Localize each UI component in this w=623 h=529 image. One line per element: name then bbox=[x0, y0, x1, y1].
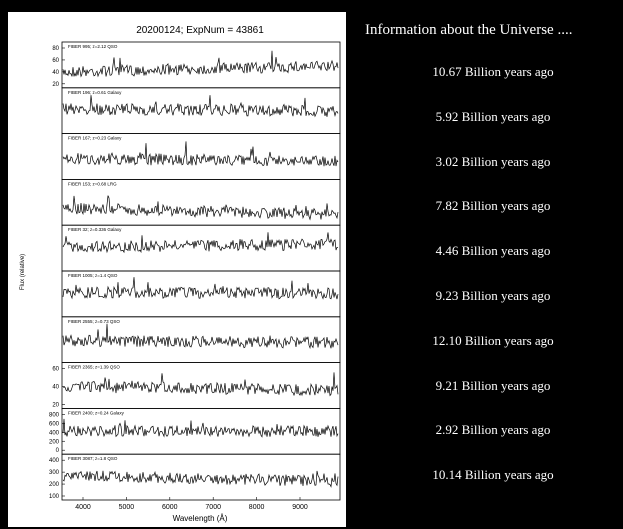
spectrum-trace bbox=[62, 418, 339, 438]
x-axis-label: Wavelength (Å) bbox=[173, 514, 228, 523]
y-tick-label: 200 bbox=[49, 482, 60, 488]
y-axis-label: Flux (relative) bbox=[20, 254, 26, 290]
spectrum-trace bbox=[62, 50, 339, 78]
info-panel: Information about the Universe .... 10.6… bbox=[350, 0, 623, 529]
spectrum-trace bbox=[62, 195, 339, 221]
info-item: 12.10 Billion years ago bbox=[432, 332, 554, 348]
info-item: 2.92 Billion years ago bbox=[435, 422, 551, 438]
y-tick-label: 800 bbox=[49, 412, 60, 418]
info-item: 10.14 Billion years ago bbox=[432, 467, 554, 483]
x-tick-label: 8000 bbox=[249, 504, 265, 511]
y-tick-label: 80 bbox=[52, 46, 59, 52]
panel-label: FIBER 32; z=0.336 Galaxy bbox=[68, 227, 122, 232]
info-item: 9.21 Billion years ago bbox=[435, 377, 551, 393]
spectrum-trace bbox=[62, 470, 339, 488]
panel-label: FIBER 167; z=0.23 Galaxy bbox=[68, 136, 122, 141]
y-tick-label: 20 bbox=[52, 82, 59, 88]
spectrum-trace bbox=[62, 232, 339, 254]
spectrum-trace bbox=[62, 95, 339, 118]
panel-label: FIBER 2555; z=0.73 QSO bbox=[68, 319, 120, 324]
spectra-figure: 20200124; ExpNum = 43861 Wavelength (Å) … bbox=[8, 12, 346, 527]
panel-label: FIBER 196; z=0.61 Galaxy bbox=[68, 90, 122, 95]
y-tick-label: 100 bbox=[49, 494, 60, 500]
spectrum-trace bbox=[62, 372, 339, 397]
spectrum-trace bbox=[62, 277, 339, 300]
figure-title: 20200124; ExpNum = 43861 bbox=[136, 25, 264, 36]
panel-frame bbox=[61, 453, 341, 501]
spectrum-trace bbox=[62, 141, 339, 167]
info-item: 4.46 Billion years ago bbox=[435, 243, 551, 259]
y-tick-label: 400 bbox=[49, 458, 60, 464]
y-tick-label: 60 bbox=[52, 367, 59, 373]
panel-label: FIBER 3087; z=1.8 QSO bbox=[68, 456, 118, 461]
y-tick-label: 40 bbox=[52, 70, 59, 76]
y-tick-label: 200 bbox=[49, 439, 60, 445]
info-item: 9.23 Billion years ago bbox=[435, 288, 551, 303]
y-tick-label: 60 bbox=[52, 58, 59, 64]
info-item: 5.92 Billion years ago bbox=[435, 108, 551, 124]
x-tick-label: 9000 bbox=[292, 504, 308, 511]
x-tick-label: 6000 bbox=[162, 504, 178, 511]
y-tick-label: 20 bbox=[52, 402, 59, 408]
x-tick-label: 5000 bbox=[119, 504, 135, 511]
x-tick-label: 7000 bbox=[205, 504, 221, 511]
spectrum-trace bbox=[62, 323, 339, 350]
y-tick-label: 40 bbox=[52, 385, 59, 391]
info-item: 7.82 Billion years ago bbox=[435, 198, 551, 214]
panel-label: FIBER 2400; z=0.24 Galaxy bbox=[68, 410, 125, 415]
info-item: 3.02 Billion years ago bbox=[435, 153, 551, 169]
panel-label: FIBER 153; z=0.68 LRG bbox=[68, 181, 117, 186]
panel-label: FIBER 2365; z=1.39 QSO bbox=[68, 365, 120, 370]
y-tick-label: 600 bbox=[49, 421, 60, 427]
x-tick-label: 4000 bbox=[75, 504, 91, 511]
y-tick-label: 300 bbox=[49, 470, 60, 476]
info-item: 10.67 Billion years ago bbox=[432, 64, 554, 79]
panel-label: FIBER 1005; z=1.4 QSO bbox=[68, 273, 118, 278]
y-tick-label: 0 bbox=[56, 448, 60, 454]
y-tick-label: 400 bbox=[49, 430, 60, 436]
info-heading: Information about the Universe .... bbox=[365, 22, 573, 38]
panel-label: FIBER 995; z=2.12 QSO bbox=[68, 44, 118, 49]
